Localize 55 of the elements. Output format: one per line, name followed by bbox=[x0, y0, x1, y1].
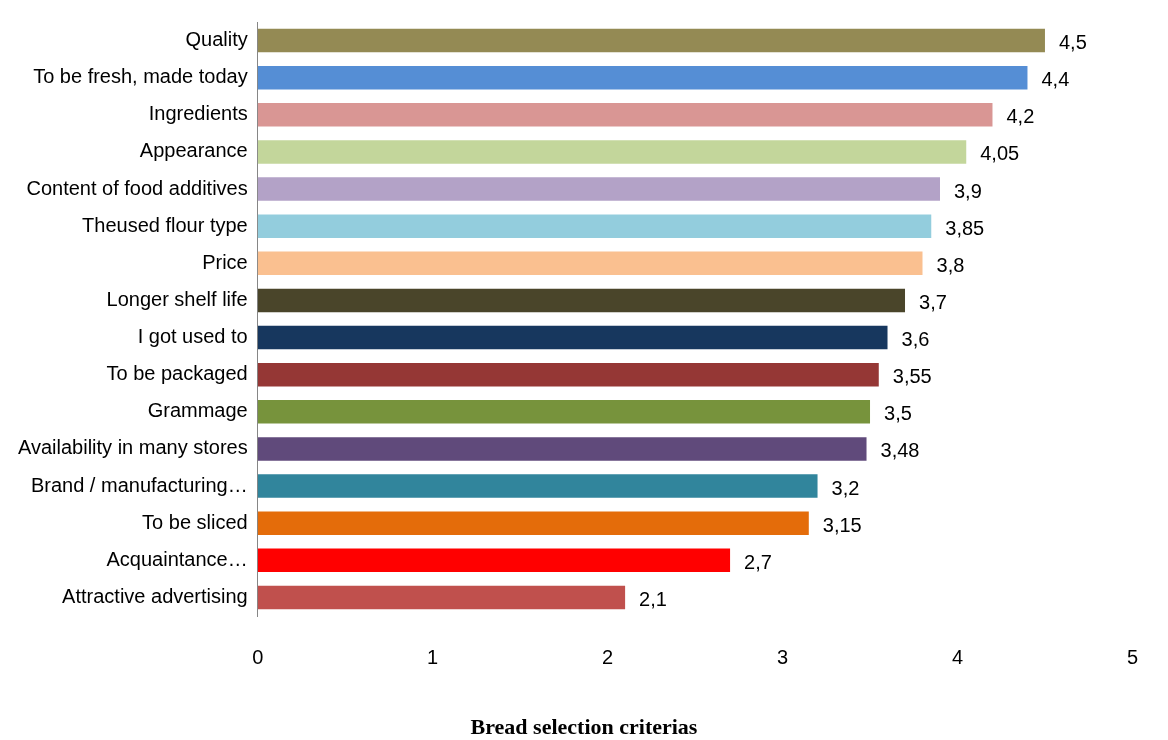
x-tick-label: 2 bbox=[602, 645, 614, 668]
data-label: 3,5 bbox=[884, 402, 912, 425]
data-label: 3,6 bbox=[901, 328, 930, 351]
data-label: 2,7 bbox=[744, 550, 772, 573]
y-tick-label: Theused flour type bbox=[82, 213, 248, 236]
data-label: 4,5 bbox=[1058, 31, 1087, 54]
data-label: 3,9 bbox=[954, 179, 982, 202]
y-tick-label: Quality bbox=[185, 28, 248, 51]
bar bbox=[257, 288, 906, 313]
y-tick-label: To be sliced bbox=[142, 510, 248, 533]
bar bbox=[257, 400, 871, 424]
bar bbox=[257, 177, 940, 201]
y-tick-label: Price bbox=[202, 250, 248, 273]
data-label: 3,15 bbox=[822, 513, 862, 536]
data-label: 4,2 bbox=[1006, 105, 1035, 128]
data-label: 4,05 bbox=[980, 142, 1020, 165]
x-tick-label: 4 bbox=[951, 645, 964, 668]
y-tick-label: To be fresh, made today bbox=[33, 65, 248, 88]
bar bbox=[257, 28, 1045, 53]
bar bbox=[257, 474, 818, 498]
y-tick-label: Attractive advertising bbox=[62, 584, 248, 607]
data-label: 4,4 bbox=[1041, 68, 1070, 91]
bar bbox=[257, 325, 888, 350]
y-tick-label: To be packaged bbox=[106, 362, 248, 385]
bar bbox=[257, 585, 626, 610]
bar bbox=[257, 511, 809, 535]
data-label: 3,48 bbox=[880, 439, 920, 462]
y-tick-label: Brand / manufacturing… bbox=[30, 473, 248, 496]
y-tick-label: Grammage bbox=[147, 399, 248, 422]
data-label: 3,55 bbox=[892, 365, 932, 388]
data-label: 2,1 bbox=[639, 587, 667, 610]
bar bbox=[257, 362, 879, 387]
y-tick-label: Acquaintance… bbox=[106, 547, 248, 570]
bar bbox=[257, 214, 932, 238]
bar bbox=[257, 103, 993, 127]
data-label: 3,85 bbox=[945, 216, 985, 239]
x-tick-label: 5 bbox=[1126, 645, 1138, 668]
x-tick-label: 0 bbox=[252, 645, 264, 668]
y-tick-label: Content of food additives bbox=[26, 176, 248, 199]
y-tick-label: Availability in many stores bbox=[17, 436, 248, 459]
data-label: 3,2 bbox=[831, 476, 860, 499]
bar bbox=[257, 65, 1028, 90]
y-tick-label: Ingredients bbox=[148, 102, 248, 125]
data-label: 3,8 bbox=[936, 253, 965, 276]
data-label: 3,7 bbox=[919, 290, 947, 313]
x-tick-label: 1 bbox=[427, 645, 439, 668]
y-tick-label: Longer shelf life bbox=[106, 287, 248, 310]
bar bbox=[257, 437, 867, 461]
x-tick-label: 3 bbox=[776, 645, 789, 668]
bar bbox=[257, 548, 731, 573]
bar bbox=[257, 251, 923, 276]
y-tick-label: I got used to bbox=[137, 325, 248, 348]
bar bbox=[257, 140, 967, 164]
x-axis-title: Bread selection criterias bbox=[469, 714, 699, 740]
y-tick-label: Appearance bbox=[139, 139, 248, 162]
